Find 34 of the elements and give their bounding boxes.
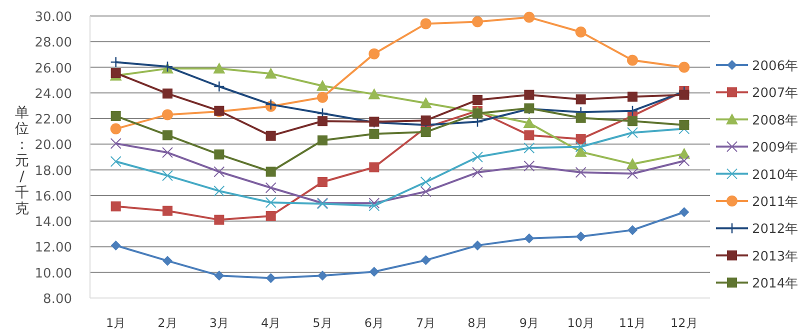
legend-label: 2008年: [752, 113, 798, 128]
x-tick-label: 11月: [618, 316, 646, 330]
y-tick-label: 18.00: [34, 164, 72, 179]
x-tick-label: 1月: [106, 316, 126, 330]
y-tick-label: 22.00: [34, 112, 72, 128]
y-tick-label: 26.00: [34, 61, 72, 76]
legend-label: 2014年: [752, 276, 798, 292]
legend-label: 2007年: [752, 86, 798, 102]
x-tick-label: 3月: [209, 316, 229, 330]
x-tick-label: 6月: [364, 316, 384, 330]
x-tick-label: 2月: [158, 316, 178, 330]
x-tick-label: 5月: [312, 316, 332, 330]
y-tick-label: 14.00: [34, 215, 72, 230]
y-tick-label: 8.00: [43, 292, 72, 307]
legend-label: 2006年: [752, 59, 798, 74]
x-tick-label: 8月: [468, 316, 488, 330]
legend-label: 2012年: [752, 222, 798, 238]
y-tick-label: 30.00: [34, 10, 72, 25]
x-tick-label: 7月: [416, 316, 436, 330]
y-tick-label: 28.00: [34, 36, 72, 51]
legend-label: 2011年: [752, 195, 798, 210]
x-tick-label: 9月: [519, 316, 539, 330]
x-tick-label: 12月: [670, 316, 698, 330]
x-tick-label: 4月: [261, 316, 281, 330]
legend-label: 2010年: [752, 168, 798, 183]
y-axis-title: 单位：元/千克: [15, 105, 29, 217]
y-tick-label: 10.00: [34, 266, 72, 282]
y-tick-label: 24.00: [34, 86, 72, 102]
y-tick-label: 12.00: [34, 240, 72, 256]
x-tick-label: 10月: [567, 316, 594, 330]
legend-label: 2013年: [752, 249, 798, 264]
legend-label: 2009年: [752, 140, 798, 156]
y-tick-label: 20.00: [34, 138, 72, 154]
y-tick-label: 16.00: [34, 189, 72, 204]
